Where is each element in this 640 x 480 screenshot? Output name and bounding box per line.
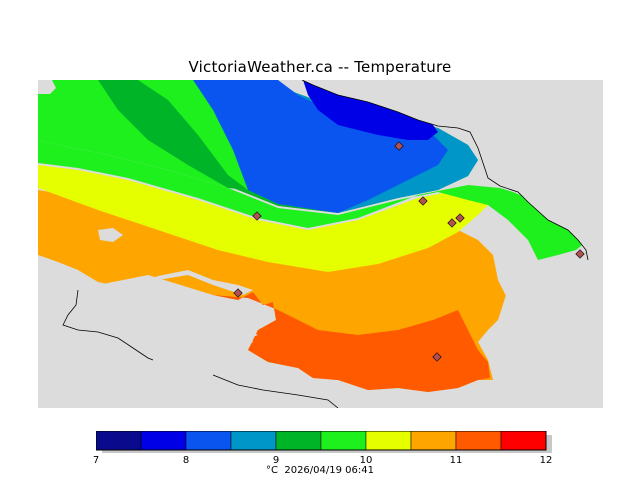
temperature-map [38, 80, 603, 408]
weather-stations [233, 141, 585, 362]
band-11-11-5 [213, 292, 490, 392]
legend-tick-label: 7 [92, 455, 100, 466]
legend-tick-label: 9 [272, 455, 280, 466]
map-title: VictoriaWeather.ca -- Temperature [188, 58, 452, 76]
station-marker[interactable] [418, 196, 428, 206]
band-8-8-5 [138, 80, 448, 213]
band-9-5-10 [38, 140, 586, 260]
color-legend [96, 431, 552, 453]
legend-tick-label: 10 [359, 455, 373, 466]
legend-swatch [320, 431, 367, 451]
legend-tick-label: 12 [539, 455, 553, 466]
band-9-9-5-west [98, 80, 248, 190]
legend-swatch [185, 431, 232, 451]
unit-label: °C [266, 465, 278, 476]
legend-swatch [410, 431, 457, 451]
station-marker[interactable] [252, 211, 262, 221]
legend-swatch [96, 431, 142, 451]
station-marker[interactable] [394, 141, 404, 151]
station-marker[interactable] [575, 249, 585, 259]
timestamp-label: 2026/04/19 06:41 [284, 465, 374, 476]
station-marker[interactable] [233, 288, 243, 298]
legend-tick-label: 11 [449, 455, 463, 466]
legend-swatch [365, 431, 412, 451]
legend-footer: °C 2026/04/19 06:41 [0, 465, 640, 476]
legend-border [96, 431, 547, 451]
station-marker[interactable] [432, 352, 442, 362]
band-10-10-5 [38, 165, 498, 272]
legend-tick-label: 8 [182, 455, 190, 466]
coastline [62, 80, 589, 408]
legend-swatch [500, 431, 547, 451]
sea-mask [38, 80, 603, 408]
legend-swatch [230, 431, 277, 451]
band-7-5-8 [193, 80, 438, 140]
station-marker[interactable] [447, 218, 457, 228]
legend-swatch [140, 431, 187, 451]
legend-swatch [275, 431, 322, 451]
legend-swatch [455, 431, 502, 451]
station-marker[interactable] [455, 213, 465, 223]
